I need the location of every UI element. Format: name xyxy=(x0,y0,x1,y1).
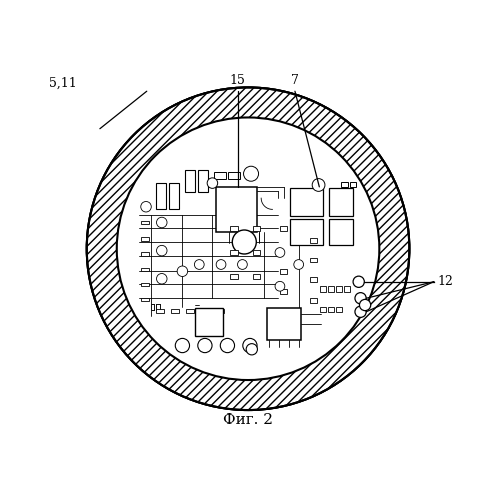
Bar xyxy=(156,309,164,312)
Bar xyxy=(141,252,149,256)
Bar xyxy=(156,304,160,310)
Circle shape xyxy=(117,118,379,380)
Bar xyxy=(141,268,149,272)
Circle shape xyxy=(207,178,218,188)
Bar xyxy=(280,290,287,294)
Circle shape xyxy=(360,300,371,310)
Bar xyxy=(156,304,160,310)
Bar xyxy=(141,238,149,241)
Bar xyxy=(216,309,224,312)
Bar xyxy=(171,309,179,312)
Bar xyxy=(151,304,154,310)
Text: 5,11: 5,11 xyxy=(49,77,77,90)
Bar xyxy=(336,306,342,312)
Bar xyxy=(151,304,154,310)
Bar xyxy=(230,250,238,255)
Bar xyxy=(253,274,260,280)
Bar xyxy=(156,304,160,310)
Circle shape xyxy=(355,306,366,318)
Bar xyxy=(267,308,301,340)
Bar xyxy=(185,170,195,192)
Bar xyxy=(344,286,349,292)
Bar xyxy=(329,188,353,216)
Circle shape xyxy=(198,338,212,352)
Circle shape xyxy=(141,202,151,212)
Bar xyxy=(329,219,353,244)
Bar xyxy=(253,226,260,230)
Bar xyxy=(328,306,334,312)
Circle shape xyxy=(177,266,188,276)
Circle shape xyxy=(195,260,204,270)
Bar xyxy=(253,250,260,255)
Circle shape xyxy=(275,282,285,291)
Bar xyxy=(156,183,166,210)
Bar xyxy=(216,187,257,232)
Bar xyxy=(310,277,318,282)
Bar xyxy=(320,306,326,312)
Circle shape xyxy=(156,274,167,284)
Circle shape xyxy=(312,178,325,192)
Bar xyxy=(230,274,238,280)
Circle shape xyxy=(275,248,285,258)
Circle shape xyxy=(87,88,409,410)
Circle shape xyxy=(87,88,409,410)
Bar xyxy=(290,219,323,244)
Circle shape xyxy=(156,217,167,228)
Circle shape xyxy=(353,276,364,287)
Text: Фиг. 2: Фиг. 2 xyxy=(223,413,273,427)
Bar xyxy=(156,304,160,310)
Bar xyxy=(214,172,226,180)
Bar xyxy=(310,298,318,303)
Bar xyxy=(280,269,287,274)
Bar xyxy=(151,304,154,310)
Circle shape xyxy=(294,260,303,270)
Bar xyxy=(198,170,208,192)
Bar xyxy=(336,286,342,292)
Bar xyxy=(310,258,318,262)
Circle shape xyxy=(243,338,257,352)
Circle shape xyxy=(156,246,167,256)
Circle shape xyxy=(232,230,257,254)
Bar xyxy=(156,304,160,310)
Circle shape xyxy=(175,338,190,352)
Circle shape xyxy=(216,260,226,270)
Bar xyxy=(201,309,209,312)
Bar xyxy=(151,304,154,310)
Bar xyxy=(195,308,223,336)
Text: 15: 15 xyxy=(229,74,245,88)
Bar xyxy=(328,286,334,292)
Circle shape xyxy=(238,260,247,270)
Bar xyxy=(320,286,326,292)
Bar xyxy=(310,238,318,243)
Text: 7: 7 xyxy=(291,74,299,88)
Bar xyxy=(141,298,149,302)
Bar xyxy=(151,304,154,310)
Bar xyxy=(141,220,149,224)
Bar xyxy=(141,282,149,286)
Circle shape xyxy=(246,344,257,355)
Bar xyxy=(290,188,323,216)
Bar xyxy=(350,182,356,187)
Circle shape xyxy=(355,292,366,304)
Bar xyxy=(168,183,179,210)
Bar xyxy=(341,182,348,187)
Bar xyxy=(280,226,287,230)
Circle shape xyxy=(243,166,258,181)
Bar xyxy=(186,309,194,312)
Text: 12: 12 xyxy=(438,276,454,288)
Bar xyxy=(228,172,240,180)
Circle shape xyxy=(220,338,235,352)
Bar xyxy=(230,226,238,230)
